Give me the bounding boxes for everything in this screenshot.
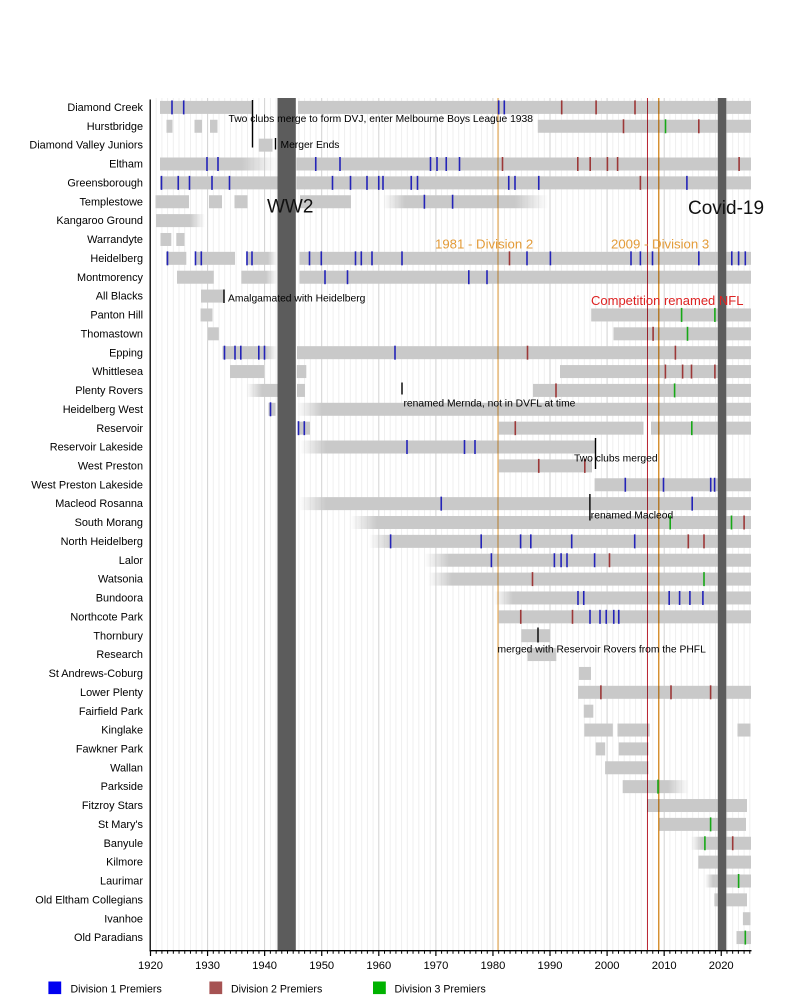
svg-text:2009 - Division 3: 2009 - Division 3	[611, 237, 709, 252]
svg-text:Panton Hill: Panton Hill	[90, 310, 143, 322]
svg-text:1930: 1930	[195, 960, 220, 972]
svg-text:Eltham: Eltham	[109, 159, 143, 171]
svg-text:WW2: WW2	[267, 197, 313, 218]
svg-text:Bundoora: Bundoora	[96, 593, 144, 605]
svg-text:merged with Reservoir Rovers f: merged with Reservoir Rovers from the PH…	[498, 645, 707, 656]
svg-text:Diamond Creek: Diamond Creek	[67, 102, 143, 114]
svg-text:Heidelberg: Heidelberg	[90, 253, 143, 265]
svg-text:Two clubs merged: Two clubs merged	[574, 454, 658, 465]
svg-text:Thornbury: Thornbury	[93, 630, 143, 642]
svg-text:Banyule: Banyule	[104, 838, 143, 850]
svg-text:Division 3 Premiers: Division 3 Premiers	[395, 984, 486, 996]
svg-text:1940: 1940	[252, 960, 277, 972]
svg-text:Old Eltham Collegians: Old Eltham Collegians	[35, 895, 143, 907]
svg-text:1950: 1950	[309, 960, 334, 972]
svg-text:Kangaroo Ground: Kangaroo Ground	[56, 215, 143, 227]
svg-text:Lalor: Lalor	[119, 555, 144, 567]
svg-text:1960: 1960	[366, 960, 391, 972]
svg-text:1981 - Division 2: 1981 - Division 2	[435, 237, 533, 252]
svg-text:Lower Plenty: Lower Plenty	[80, 687, 144, 699]
svg-text:Watsonia: Watsonia	[98, 574, 144, 586]
svg-text:Fitzroy Stars: Fitzroy Stars	[82, 800, 144, 812]
svg-text:Two clubs merge to form DVJ, e: Two clubs merge to form DVJ, enter Melbo…	[229, 114, 534, 125]
svg-text:1970: 1970	[423, 960, 448, 972]
svg-text:Fairfield Park: Fairfield Park	[79, 706, 144, 718]
svg-text:South Morang: South Morang	[75, 517, 143, 529]
svg-text:Warrandyte: Warrandyte	[87, 234, 143, 246]
svg-text:Heidelberg West: Heidelberg West	[63, 404, 143, 416]
svg-text:Division 2 Premiers: Division 2 Premiers	[231, 984, 322, 996]
svg-text:Northcote Park: Northcote Park	[70, 611, 143, 623]
svg-text:Covid-19: Covid-19	[688, 198, 764, 219]
svg-text:Parkside: Parkside	[101, 781, 143, 793]
svg-text:West Preston: West Preston	[78, 461, 143, 473]
svg-text:Ivanhoe: Ivanhoe	[104, 913, 143, 925]
svg-text:Wallan: Wallan	[110, 762, 143, 774]
svg-text:Laurimar: Laurimar	[100, 876, 143, 888]
svg-text:St Andrews-Coburg: St Andrews-Coburg	[49, 668, 143, 680]
svg-text:Whittlesea: Whittlesea	[92, 366, 144, 378]
svg-text:Thomastown: Thomastown	[81, 328, 143, 340]
svg-text:Kinglake: Kinglake	[101, 725, 143, 737]
svg-text:Macleod Rosanna: Macleod Rosanna	[55, 498, 144, 510]
svg-text:Montmorency: Montmorency	[77, 272, 144, 284]
svg-text:1980: 1980	[480, 960, 505, 972]
svg-text:Greensborough: Greensborough	[67, 178, 143, 190]
svg-text:Division 1 Premiers: Division 1 Premiers	[71, 984, 162, 996]
svg-text:1990: 1990	[538, 960, 563, 972]
svg-text:renamed Mernda, not in DVFL at: renamed Mernda, not in DVFL at time	[404, 399, 576, 410]
svg-text:Epping: Epping	[109, 347, 143, 359]
svg-text:2010: 2010	[652, 960, 677, 972]
svg-text:Plenty Rovers: Plenty Rovers	[75, 385, 143, 397]
svg-text:Research: Research	[96, 649, 143, 661]
svg-text:Competition renamed NFL: Competition renamed NFL	[591, 293, 743, 308]
svg-text:Reservoir Lakeside: Reservoir Lakeside	[50, 442, 143, 454]
svg-text:Amalgamated with Heidelberg: Amalgamated with Heidelberg	[228, 294, 366, 305]
svg-text:Templestowe: Templestowe	[79, 196, 143, 208]
svg-text:Hurstbridge: Hurstbridge	[87, 121, 143, 133]
svg-text:St Mary's: St Mary's	[98, 819, 144, 831]
svg-text:Kilmore: Kilmore	[106, 857, 143, 869]
svg-text:Old Paradians: Old Paradians	[74, 932, 144, 944]
svg-text:All Blacks: All Blacks	[96, 291, 144, 303]
svg-text:Merger Ends: Merger Ends	[281, 140, 340, 151]
svg-text:2000: 2000	[595, 960, 620, 972]
svg-text:Reservoir: Reservoir	[96, 423, 143, 435]
svg-text:West Preston Lakeside: West Preston Lakeside	[31, 479, 143, 491]
svg-text:2020: 2020	[709, 960, 734, 972]
svg-text:Diamond Valley Juniors: Diamond Valley Juniors	[29, 140, 143, 152]
svg-text:1920: 1920	[138, 960, 163, 972]
svg-text:North Heidelberg: North Heidelberg	[61, 536, 143, 548]
svg-text:Fawkner Park: Fawkner Park	[76, 744, 144, 756]
svg-text:renamed Macleod: renamed Macleod	[591, 511, 674, 522]
